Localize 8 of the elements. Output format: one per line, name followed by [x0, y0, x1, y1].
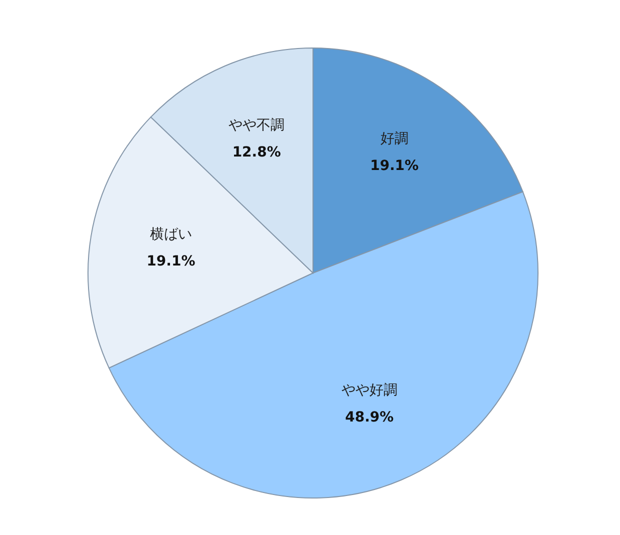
slice-label: 好調: [380, 131, 408, 148]
data-label: 12.8%: [232, 144, 281, 161]
slice-label: やや好調: [341, 382, 398, 398]
data-label: 48.9%: [345, 409, 394, 426]
slice-label: やや不調: [228, 118, 285, 134]
data-label: 19.1%: [370, 158, 419, 174]
data-label: 19.1%: [146, 253, 196, 270]
slice-label: 横ばい: [150, 226, 192, 242]
